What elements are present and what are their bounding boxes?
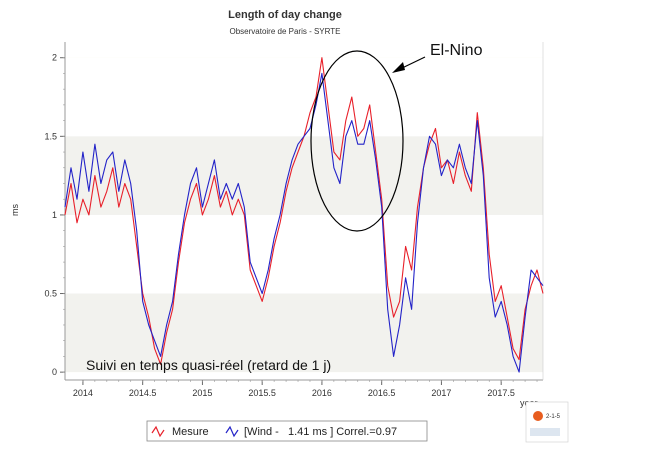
x-tick-label: 2014 bbox=[73, 388, 93, 398]
y-tick-label: 2 bbox=[52, 53, 57, 63]
x-tick-label: 2015.5 bbox=[248, 388, 276, 398]
corner-thumbnail-text: 2-1-5 bbox=[546, 414, 561, 420]
x-axis-ticks: 2014 2014.5 2015 2015.5 2016 2016.5 2017 2017.5 bbox=[73, 380, 538, 398]
x-tick-label: 2016.5 bbox=[368, 388, 396, 398]
grid-band bbox=[65, 293, 543, 373]
y-axis-label: ms bbox=[10, 204, 20, 216]
series-wind-line bbox=[64, 72, 544, 373]
chart-subtitle: Observatoire de Paris - SYRTE bbox=[229, 27, 340, 36]
x-tick-label: 2016 bbox=[312, 388, 332, 398]
legend: Mesure [Wind - 1.41 ms ] Correl.=0.97 bbox=[146, 420, 428, 442]
grid-band bbox=[65, 136, 543, 215]
y-tick-label: 0.5 bbox=[44, 289, 57, 299]
y-tick-label: 1.5 bbox=[44, 131, 57, 141]
realtime-note: Suivi en temps quasi-réel (retard de 1 j… bbox=[86, 357, 331, 373]
x-tick-label: 2015 bbox=[192, 388, 212, 398]
legend-measure-label: Mesure bbox=[172, 426, 209, 438]
y-axis-ticks: 0 0.5 1 1.5 2 bbox=[44, 53, 65, 377]
el-nino-arrow-head bbox=[392, 62, 405, 73]
legend-wind-label: [Wind - 1.41 ms ] Correl.=0.97 bbox=[244, 426, 397, 438]
el-nino-ellipse bbox=[310, 50, 404, 232]
x-tick-label: 2014.5 bbox=[129, 388, 157, 398]
legend-box bbox=[146, 420, 428, 442]
corner-thumbnail: 2-1-5 bbox=[525, 401, 569, 443]
corner-logo-icon bbox=[533, 411, 543, 421]
legend-wind-swatch bbox=[225, 425, 239, 438]
chart-title: Length of day change bbox=[228, 9, 342, 21]
y-tick-label: 0 bbox=[52, 367, 57, 377]
grid-band bbox=[65, 42, 543, 58]
corner-thumbnail-strip bbox=[530, 428, 560, 436]
legend-measure-swatch bbox=[151, 425, 165, 438]
x-tick-label: 2017 bbox=[431, 388, 451, 398]
axes bbox=[64, 42, 544, 381]
series-group bbox=[64, 57, 544, 373]
x-tick-label: 2017.5 bbox=[487, 388, 515, 398]
el-nino-label: El-Nino bbox=[430, 42, 483, 59]
grid-bands bbox=[65, 42, 543, 373]
y-tick-label: 1 bbox=[52, 210, 57, 220]
